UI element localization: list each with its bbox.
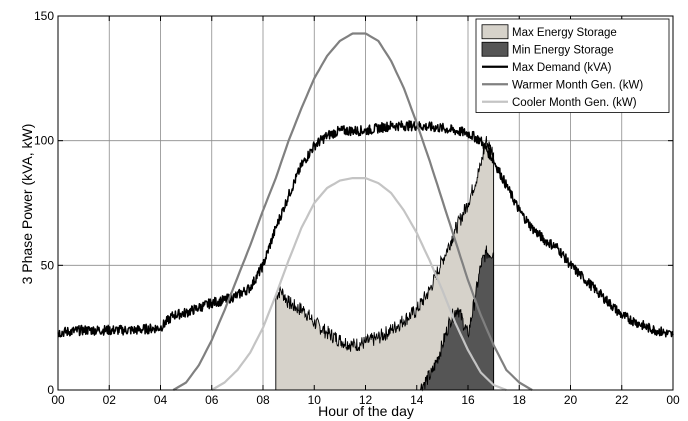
legend-label: Min Energy Storage — [512, 44, 614, 56]
y-axis-label: 3 Phase Power (kVA, kW) — [19, 124, 35, 285]
series-max-energy-storage — [275, 135, 495, 391]
legend-label: Cooler Month Gen. (kW) — [512, 97, 637, 109]
x-tick-label: 08 — [256, 393, 270, 407]
series-layer — [57, 32, 674, 392]
series-warmer-month-gen-kw — [172, 32, 533, 391]
y-tick-label: 50 — [41, 258, 55, 272]
x-tick-label: 16 — [461, 393, 475, 407]
legend-swatch — [481, 41, 509, 57]
x-tick-label: 00 — [666, 393, 680, 407]
y-tick-label: 150 — [34, 9, 54, 23]
legend-swatch — [481, 24, 509, 40]
x-tick-label: 10 — [308, 393, 322, 407]
x-tick-label: 20 — [564, 393, 578, 407]
x-tick-label: 02 — [103, 393, 117, 407]
y-tick-label: 100 — [34, 134, 54, 148]
x-tick-label: 06 — [205, 393, 219, 407]
series-max-demand-kva — [57, 120, 674, 338]
legend: Max Energy Storage Min Energy Storage Max … — [475, 18, 670, 113]
x-tick-label: 22 — [615, 393, 629, 407]
x-tick-label: 04 — [154, 393, 168, 407]
legend-label: Max Energy Storage — [512, 27, 617, 39]
series-cooler-month-gen-kw — [211, 177, 507, 392]
x-tick-label: 00 — [51, 393, 65, 407]
y-tick-label: 0 — [47, 383, 54, 397]
series-min-energy-storage — [419, 245, 495, 392]
x-axis-label: Hour of the day — [318, 403, 414, 419]
legend-label: Warmer Month Gen. (kW) — [512, 79, 643, 91]
x-tick-label: 14 — [410, 393, 424, 407]
legend-label: Max Demand (kVA) — [512, 62, 612, 74]
x-tick-label: 18 — [513, 393, 527, 407]
x-tick-label: 12 — [359, 393, 373, 407]
